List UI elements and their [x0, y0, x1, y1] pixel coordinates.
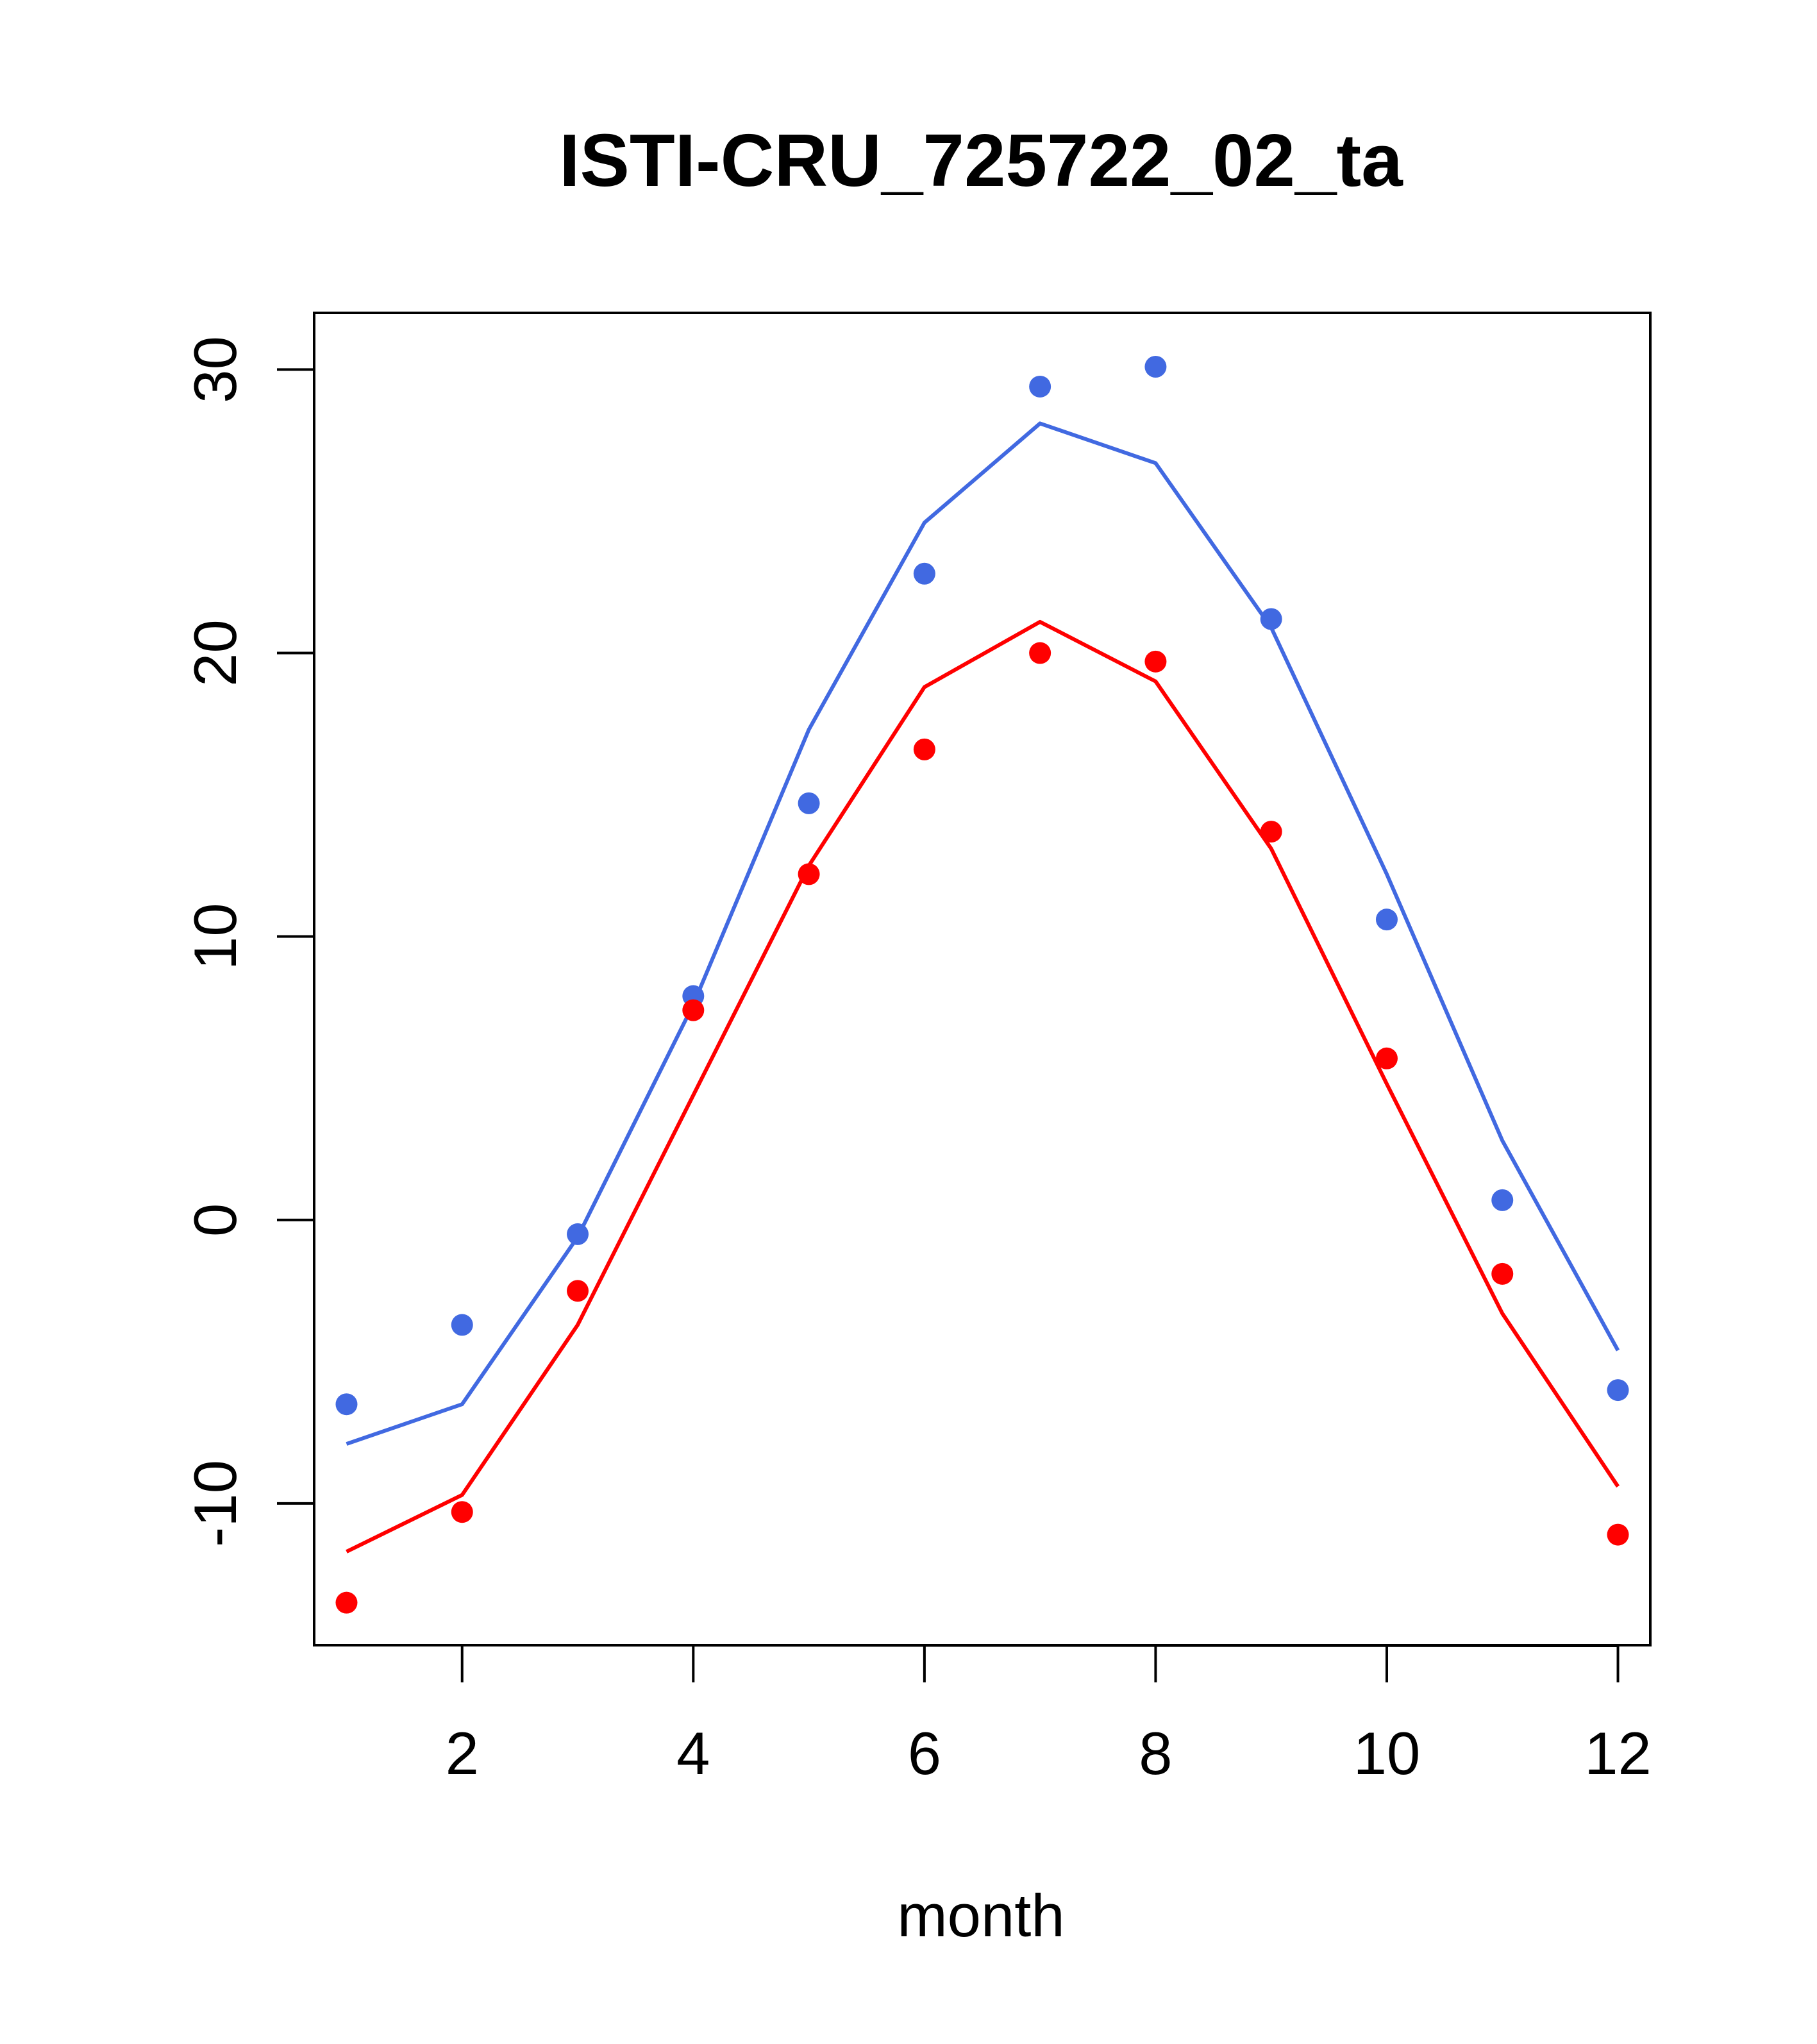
data-point	[335, 1393, 358, 1416]
data-point	[1260, 608, 1282, 630]
data-point	[1029, 642, 1051, 664]
data-point	[451, 1501, 473, 1523]
data-point	[798, 792, 820, 814]
x-axis: 2 4 6 8 10 12	[446, 1644, 1652, 1787]
x-axis-label: month	[897, 1882, 1064, 1949]
y-axis: -10 0 10 20 30	[181, 336, 315, 1547]
y-tick-label: 30	[181, 336, 249, 403]
series-line	[346, 421, 1620, 1446]
data-point	[1144, 650, 1167, 673]
data-point	[335, 1591, 358, 1614]
y-tick-label: 20	[181, 619, 249, 687]
y-tick-label: 0	[181, 1203, 249, 1237]
data-point	[1491, 1189, 1514, 1211]
data-point	[1491, 1262, 1514, 1285]
y-tick-label: -10	[181, 1460, 249, 1547]
data-point	[1607, 1523, 1629, 1546]
data-point	[451, 1314, 473, 1336]
data-point	[1029, 375, 1051, 398]
data-point	[1607, 1379, 1629, 1402]
y-tick-label: 10	[181, 903, 249, 970]
x-tick-label: 4	[676, 1720, 710, 1787]
data-point	[567, 1280, 589, 1302]
x-tick-label: 10	[1353, 1720, 1421, 1787]
data-point	[913, 562, 935, 585]
data-point	[913, 738, 935, 760]
x-tick-label: 8	[1139, 1720, 1172, 1787]
chart-title: ISTI-CRU_725722_02_ta	[559, 119, 1403, 202]
series-1	[335, 356, 1629, 1446]
data-point	[682, 999, 705, 1021]
data-point	[1144, 356, 1167, 378]
x-tick-label: 12	[1584, 1720, 1652, 1787]
data-point	[798, 863, 820, 885]
data-point	[1375, 1047, 1398, 1069]
series-2	[335, 619, 1629, 1614]
series-layer	[335, 356, 1629, 1614]
data-point	[1260, 821, 1282, 843]
series-line	[346, 619, 1620, 1554]
x-axis-line	[462, 1644, 1618, 1647]
data-point	[567, 1223, 589, 1245]
x-tick-label: 2	[446, 1720, 479, 1787]
plot-frame	[313, 312, 1652, 1646]
x-tick-label: 6	[908, 1720, 941, 1787]
data-point	[1375, 909, 1398, 931]
